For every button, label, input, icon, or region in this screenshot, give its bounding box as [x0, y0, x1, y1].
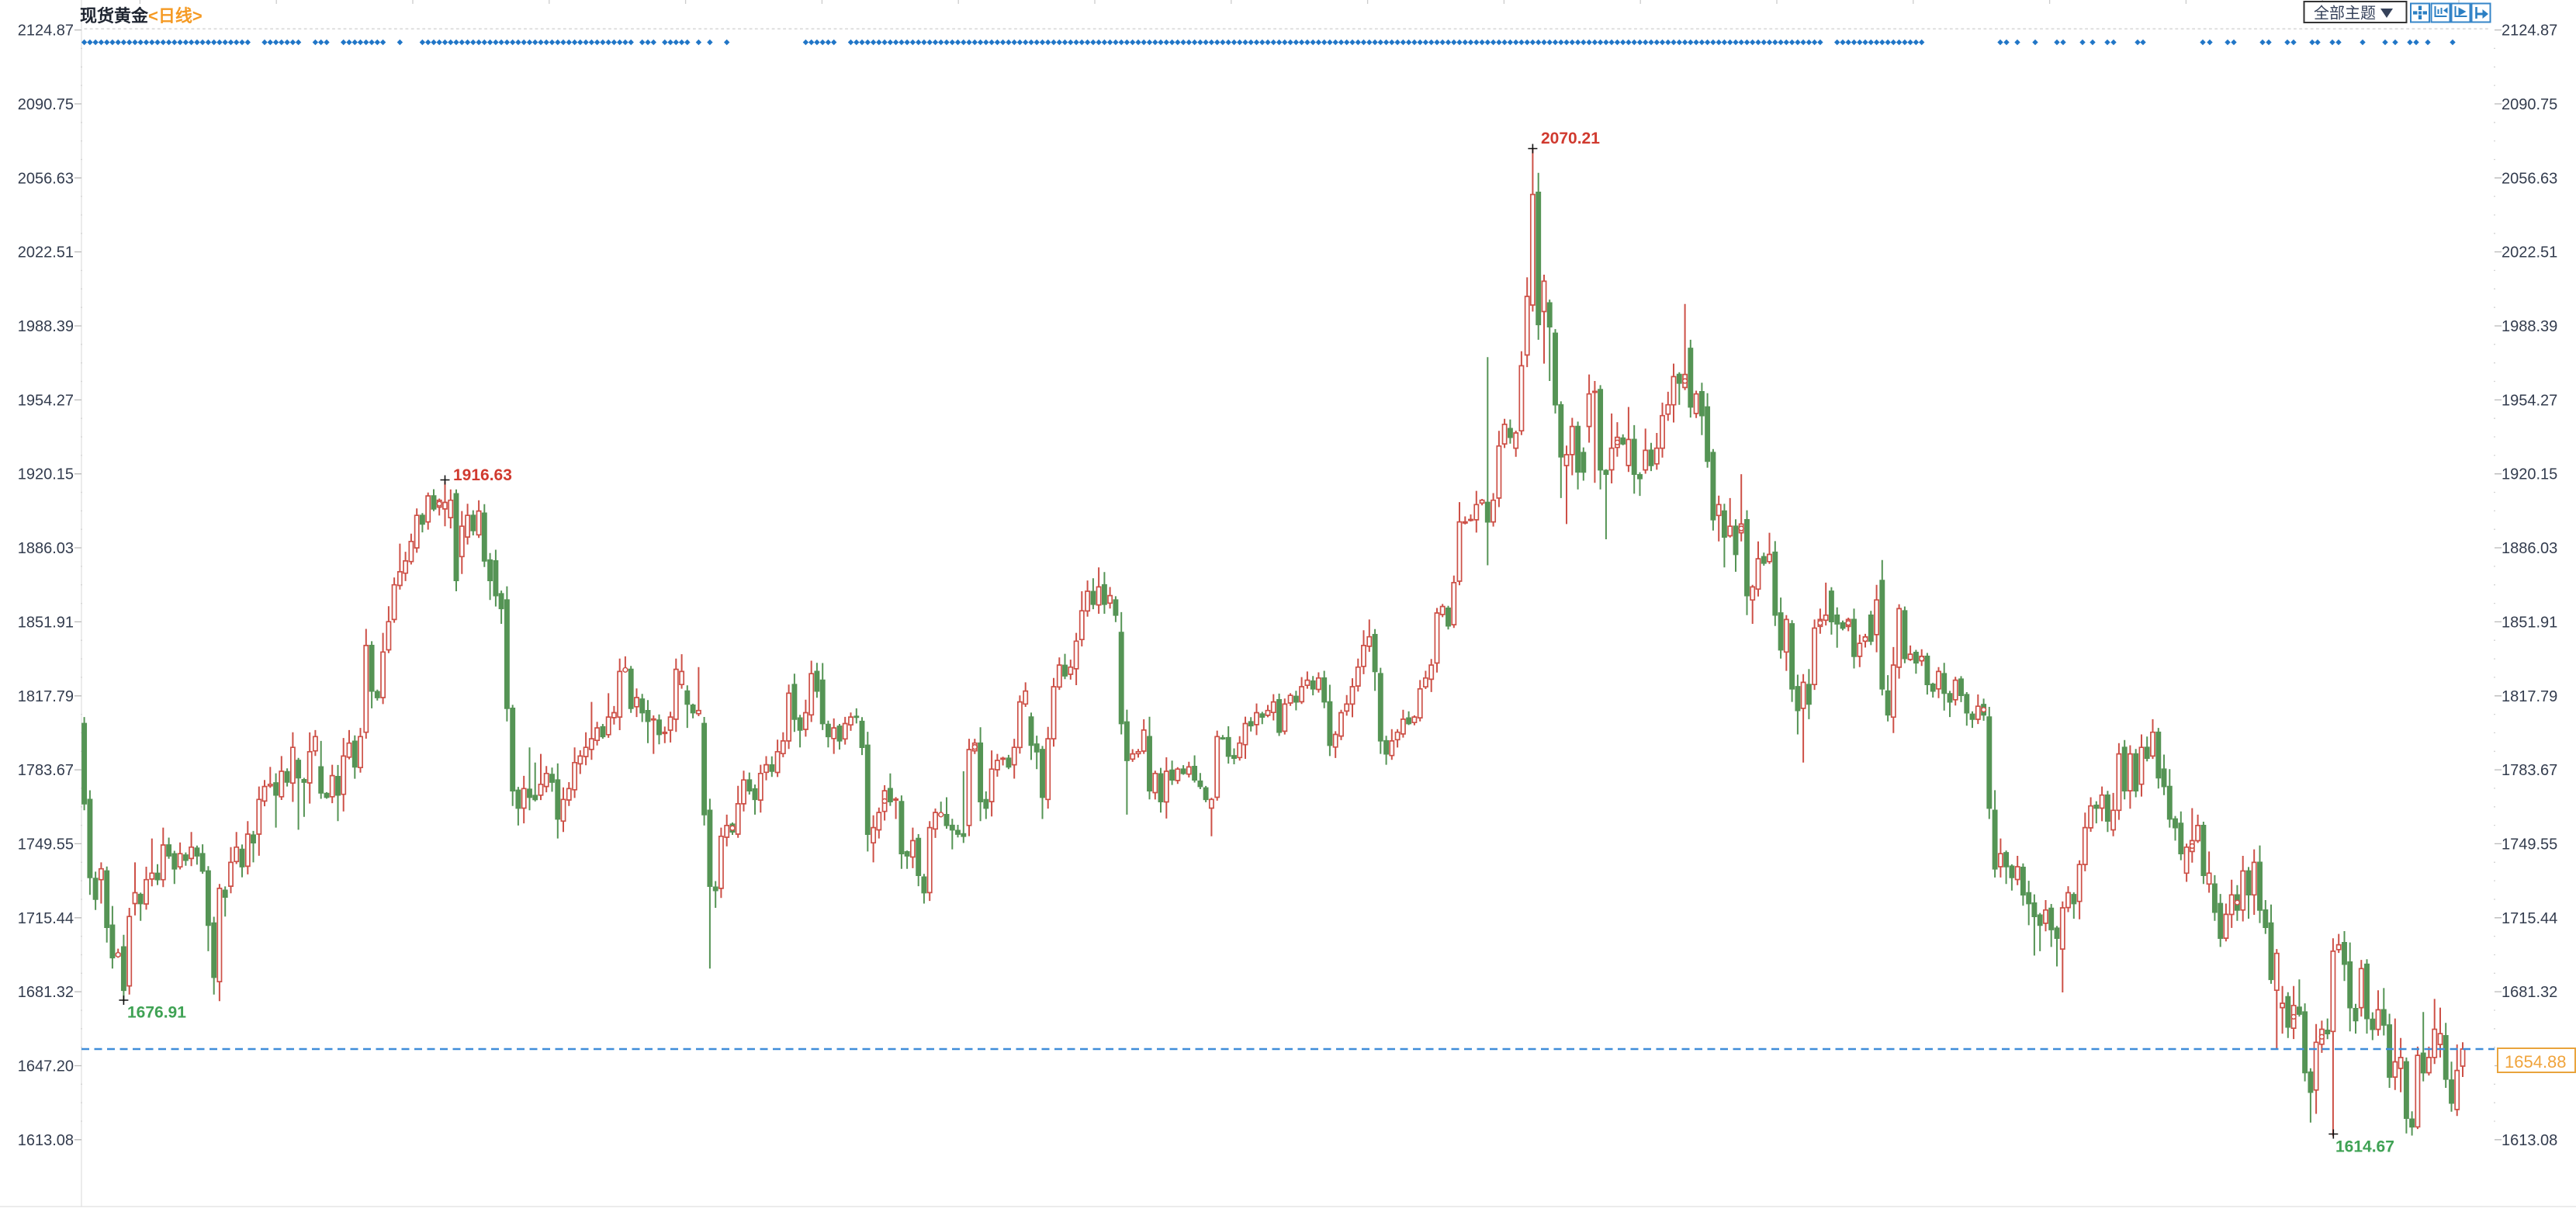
svg-text:1916.63: 1916.63: [453, 466, 512, 484]
svg-text:全部主题: 全部主题: [2314, 5, 2376, 23]
svg-text:1676.91: 1676.91: [127, 1004, 186, 1022]
svg-text:2124.87: 2124.87: [18, 23, 74, 40]
svg-text:2070.21: 2070.21: [1541, 130, 1600, 147]
svg-text:1783.67: 1783.67: [2502, 762, 2557, 779]
svg-text:1920.15: 1920.15: [2502, 466, 2557, 483]
svg-text:1613.08: 1613.08: [2502, 1132, 2557, 1149]
svg-text:1817.79: 1817.79: [18, 688, 74, 705]
svg-text:1954.27: 1954.27: [2502, 392, 2557, 409]
svg-text:1654.88: 1654.88: [2505, 1052, 2567, 1072]
svg-text:1954.27: 1954.27: [18, 392, 74, 409]
svg-text:1647.20: 1647.20: [18, 1058, 74, 1075]
svg-text:2056.63: 2056.63: [2502, 170, 2557, 187]
svg-text:2022.51: 2022.51: [2502, 244, 2557, 261]
svg-text:2124.87: 2124.87: [2502, 23, 2557, 40]
svg-text:现货黄金<日线>: 现货黄金<日线>: [80, 6, 203, 26]
svg-text:2090.75: 2090.75: [2502, 96, 2557, 113]
svg-text:1988.39: 1988.39: [18, 318, 74, 335]
svg-text:1749.55: 1749.55: [2502, 836, 2557, 853]
svg-text:1749.55: 1749.55: [18, 836, 74, 853]
svg-text:1715.44: 1715.44: [18, 910, 74, 927]
svg-text:1817.79: 1817.79: [2502, 688, 2557, 705]
svg-text:1920.15: 1920.15: [18, 466, 74, 483]
svg-text:1613.08: 1613.08: [18, 1132, 74, 1149]
svg-text:1851.91: 1851.91: [18, 614, 74, 631]
svg-text:1715.44: 1715.44: [2502, 910, 2557, 927]
svg-text:2022.51: 2022.51: [18, 244, 74, 261]
svg-text:1886.03: 1886.03: [2502, 540, 2557, 557]
svg-text:2056.63: 2056.63: [18, 170, 74, 187]
svg-text:2090.75: 2090.75: [18, 96, 74, 113]
svg-text:1851.91: 1851.91: [2502, 614, 2557, 631]
svg-text:1681.32: 1681.32: [2502, 984, 2557, 1001]
svg-text:1988.39: 1988.39: [2502, 318, 2557, 335]
svg-text:1783.67: 1783.67: [18, 762, 74, 779]
svg-text:1681.32: 1681.32: [18, 984, 74, 1001]
svg-text:1614.67: 1614.67: [2335, 1138, 2394, 1156]
svg-text:1886.03: 1886.03: [18, 540, 74, 557]
